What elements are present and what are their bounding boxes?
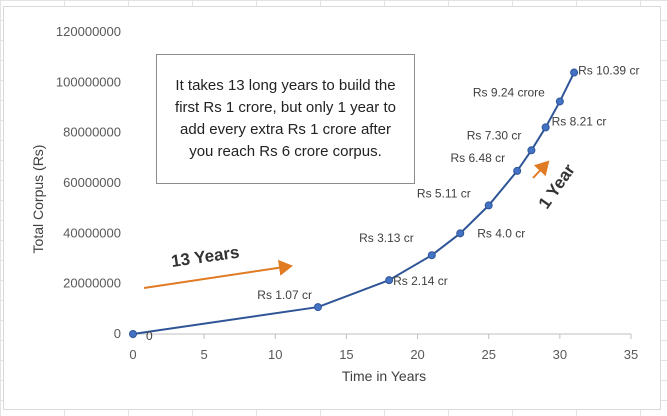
x-tick-label: 10 xyxy=(268,347,282,362)
x-tick-label: 15 xyxy=(339,347,353,362)
data-point xyxy=(427,251,436,260)
x-tick-label: 35 xyxy=(624,347,638,362)
series-layer xyxy=(129,68,579,338)
y-axis-title: Total Corpus (Rs) xyxy=(30,145,46,254)
data-label: Rs 9.24 crore xyxy=(473,85,545,99)
x-tick-label: 30 xyxy=(553,347,567,362)
data-point xyxy=(555,97,564,106)
chart-area[interactable]: 0 5 10 15 20 25 30 35 0 20000000 40000000 60000000 8… xyxy=(3,6,661,410)
arrow-1-year xyxy=(532,160,550,179)
data-point xyxy=(456,229,465,238)
data-point xyxy=(527,146,536,155)
y-tick-label: 120000000 xyxy=(56,24,121,39)
arrow-13-years-label: 13 Years xyxy=(170,243,241,271)
data-point xyxy=(313,303,322,312)
data-point xyxy=(570,68,579,77)
data-label: Rs 5.11 cr xyxy=(417,186,471,200)
data-point xyxy=(541,123,550,132)
x-tick-label: 20 xyxy=(410,347,424,362)
data-label: Rs 8.21 cr xyxy=(552,114,607,128)
line-chart: 0 5 10 15 20 25 30 35 0 20000000 40000000 60000000 8… xyxy=(30,24,639,384)
data-point xyxy=(385,276,394,285)
x-tick-label: 25 xyxy=(481,347,495,362)
y-tick-label: 100000000 xyxy=(56,74,121,89)
y-tick-label: 40000000 xyxy=(63,225,121,240)
arrow-13-years xyxy=(143,259,293,289)
data-label: Rs 3.13 cr xyxy=(359,231,414,245)
data-label: Rs 2.14 cr xyxy=(393,274,448,288)
data-point xyxy=(484,201,493,210)
data-labels: 0 Rs 1.07 cr Rs 2.14 cr Rs 3.13 cr Rs 4.0 cr… xyxy=(146,64,639,343)
data-label: Rs 6.48 cr xyxy=(450,151,505,165)
annotation-note-text: It takes 13 long years to build the firs… xyxy=(175,77,396,160)
x-tick-label: 5 xyxy=(201,347,208,362)
data-label: Rs 10.39 cr xyxy=(578,64,639,78)
y-tick-label: 20000000 xyxy=(63,276,121,291)
data-label: 0 xyxy=(146,329,153,343)
annotation-note-box: It takes 13 long years to build the firs… xyxy=(156,54,415,184)
y-tick-label: 0 xyxy=(114,326,121,341)
axes: 0 5 10 15 20 25 30 35 0 20000000 40000000 60000000 8… xyxy=(56,24,638,362)
data-point xyxy=(129,330,137,338)
data-label: Rs 4.0 cr xyxy=(477,226,525,240)
y-tick-label: 60000000 xyxy=(63,175,121,190)
x-axis-title: Time in Years xyxy=(342,368,426,384)
data-label: Rs 7.30 cr xyxy=(467,128,522,142)
data-point xyxy=(513,166,522,175)
data-label: Rs 1.07 cr xyxy=(257,288,312,302)
x-tick-label: 0 xyxy=(129,347,136,362)
y-tick-label: 80000000 xyxy=(63,125,121,140)
